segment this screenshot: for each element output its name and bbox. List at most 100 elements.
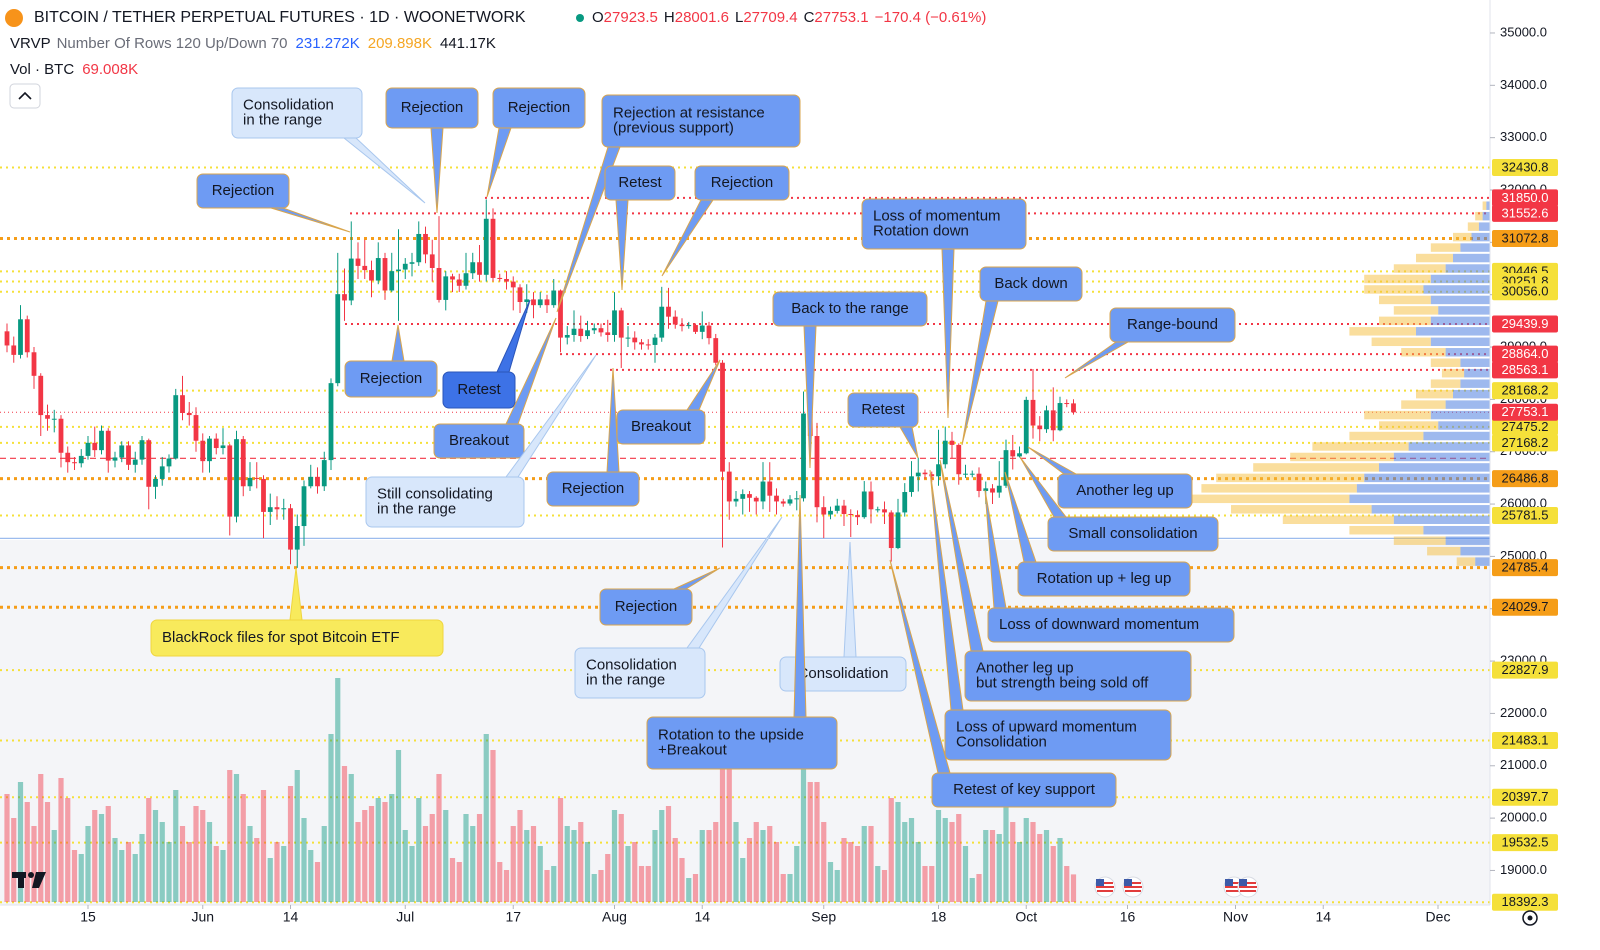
level-label: 28168.2	[1502, 383, 1549, 398]
candle-body	[585, 330, 590, 337]
candle-body	[78, 455, 84, 464]
level-label-bg	[1492, 418, 1558, 436]
profile-up	[1478, 222, 1490, 231]
profile-down	[1393, 306, 1439, 315]
volume-bar	[544, 870, 550, 902]
annotation: Retest of key support	[889, 559, 1117, 808]
y-tick-label: 33000.0	[1500, 129, 1547, 144]
profile-down	[1216, 473, 1365, 483]
profile-up	[1482, 211, 1490, 221]
annotation-box	[1057, 473, 1193, 509]
event-flags	[1094, 876, 1259, 898]
annotation-box	[442, 371, 516, 409]
profile-up	[1416, 327, 1490, 336]
candle-body	[328, 383, 334, 461]
volume-bar	[949, 822, 955, 902]
candle-body	[1003, 450, 1009, 486]
volume-bar	[321, 826, 327, 902]
profile-down	[1253, 463, 1379, 472]
volume-bar	[1057, 838, 1063, 902]
annotation-box	[150, 619, 444, 657]
level-label-bg	[1492, 661, 1558, 679]
profile-down	[1401, 348, 1446, 357]
settings-button[interactable]	[1522, 910, 1538, 926]
volume-bar	[881, 870, 888, 902]
candle-body	[902, 492, 908, 513]
level-label: 28864.0	[1502, 346, 1549, 361]
flag-canton	[1124, 879, 1132, 886]
annotation-text: (previous support)	[613, 119, 734, 136]
volume-bar	[969, 878, 975, 902]
volume-bar	[139, 834, 145, 902]
ohlc-value: 27753.1	[814, 9, 868, 26]
candle-body	[963, 473, 968, 475]
volume-bar	[564, 826, 570, 902]
profile-up	[1393, 515, 1490, 524]
annotation-box	[492, 87, 586, 129]
candle-body	[841, 505, 847, 515]
vrvp-legend: VRVP Number Of Rows 120 Up/Down 70 231.272…	[10, 35, 496, 52]
level-label-bg	[1492, 834, 1558, 852]
profile-down	[1475, 211, 1483, 221]
candle-body	[1023, 399, 1029, 454]
volume-bar	[962, 846, 969, 902]
volume-bar	[483, 734, 489, 902]
annotation-box	[546, 471, 640, 507]
profile-up	[1460, 546, 1490, 556]
annotation: Retest	[847, 392, 919, 459]
volume-bar	[692, 874, 699, 902]
candle-body	[477, 262, 482, 275]
candle-body	[996, 485, 1002, 493]
candle-body	[267, 507, 273, 512]
annotation-box	[344, 360, 438, 398]
y-tick-label: 19000.0	[1500, 862, 1547, 877]
collapse-button[interactable]	[9, 83, 41, 109]
candle-body	[65, 452, 71, 463]
level-label: 32430.8	[1502, 159, 1549, 174]
volume-bar	[584, 842, 591, 902]
volume-bar	[989, 830, 996, 902]
candle-body	[591, 328, 597, 331]
volume-bar	[78, 854, 84, 902]
annotation-text: Another leg up	[1076, 482, 1174, 499]
volume-bar	[314, 862, 321, 902]
profile-up	[1430, 410, 1490, 420]
candle-body	[483, 218, 489, 275]
candle-body	[423, 233, 428, 255]
annotation-text: in the range	[243, 111, 322, 128]
candle-body	[632, 337, 638, 343]
candle-body	[645, 344, 651, 346]
annotation-text: Rejection	[508, 99, 571, 116]
volume-bar	[58, 778, 64, 902]
volume-bar	[598, 870, 604, 902]
candle-body	[1050, 410, 1056, 431]
current-price-bg	[1492, 403, 1558, 421]
candle-body	[720, 362, 725, 472]
candle-body	[220, 445, 226, 449]
volume-bar	[537, 846, 543, 902]
volume-bar	[794, 846, 800, 902]
candle-body	[780, 501, 786, 504]
volume-bar	[267, 858, 273, 902]
annotation-text: Consolidation	[798, 665, 889, 682]
volume-legend: Vol · BTC 69.008K	[10, 61, 138, 78]
annotation-text: Back to the range	[791, 300, 909, 317]
annotation-text: Range-bound	[1127, 316, 1218, 333]
volume-bar	[753, 822, 759, 902]
volume-bar	[800, 742, 807, 902]
candle-body	[760, 481, 766, 502]
profile-up	[1464, 368, 1490, 378]
annotation-box	[1109, 307, 1236, 343]
volume-bar	[92, 810, 98, 902]
candle-body	[31, 352, 37, 376]
profile-down	[1201, 484, 1357, 493]
level-label: 24029.7	[1502, 599, 1549, 614]
candle-body	[605, 332, 611, 335]
profile-up	[1438, 306, 1490, 315]
profile-up	[1423, 525, 1490, 535]
annotation-box	[944, 709, 1172, 761]
profile-up	[1408, 442, 1490, 451]
profile-down	[1393, 264, 1446, 273]
volume-bar	[578, 822, 584, 902]
candle-body	[1071, 403, 1076, 413]
